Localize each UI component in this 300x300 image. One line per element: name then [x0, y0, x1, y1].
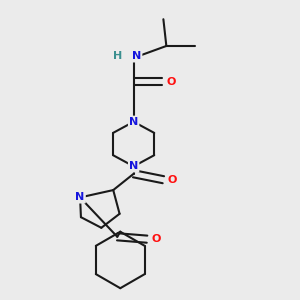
Text: N: N	[132, 51, 141, 62]
Text: N: N	[129, 117, 138, 127]
Text: O: O	[168, 175, 177, 185]
Text: N: N	[129, 161, 138, 171]
Text: O: O	[151, 234, 160, 244]
Text: H: H	[113, 51, 122, 62]
Text: O: O	[166, 76, 176, 87]
Text: N: N	[76, 192, 85, 203]
